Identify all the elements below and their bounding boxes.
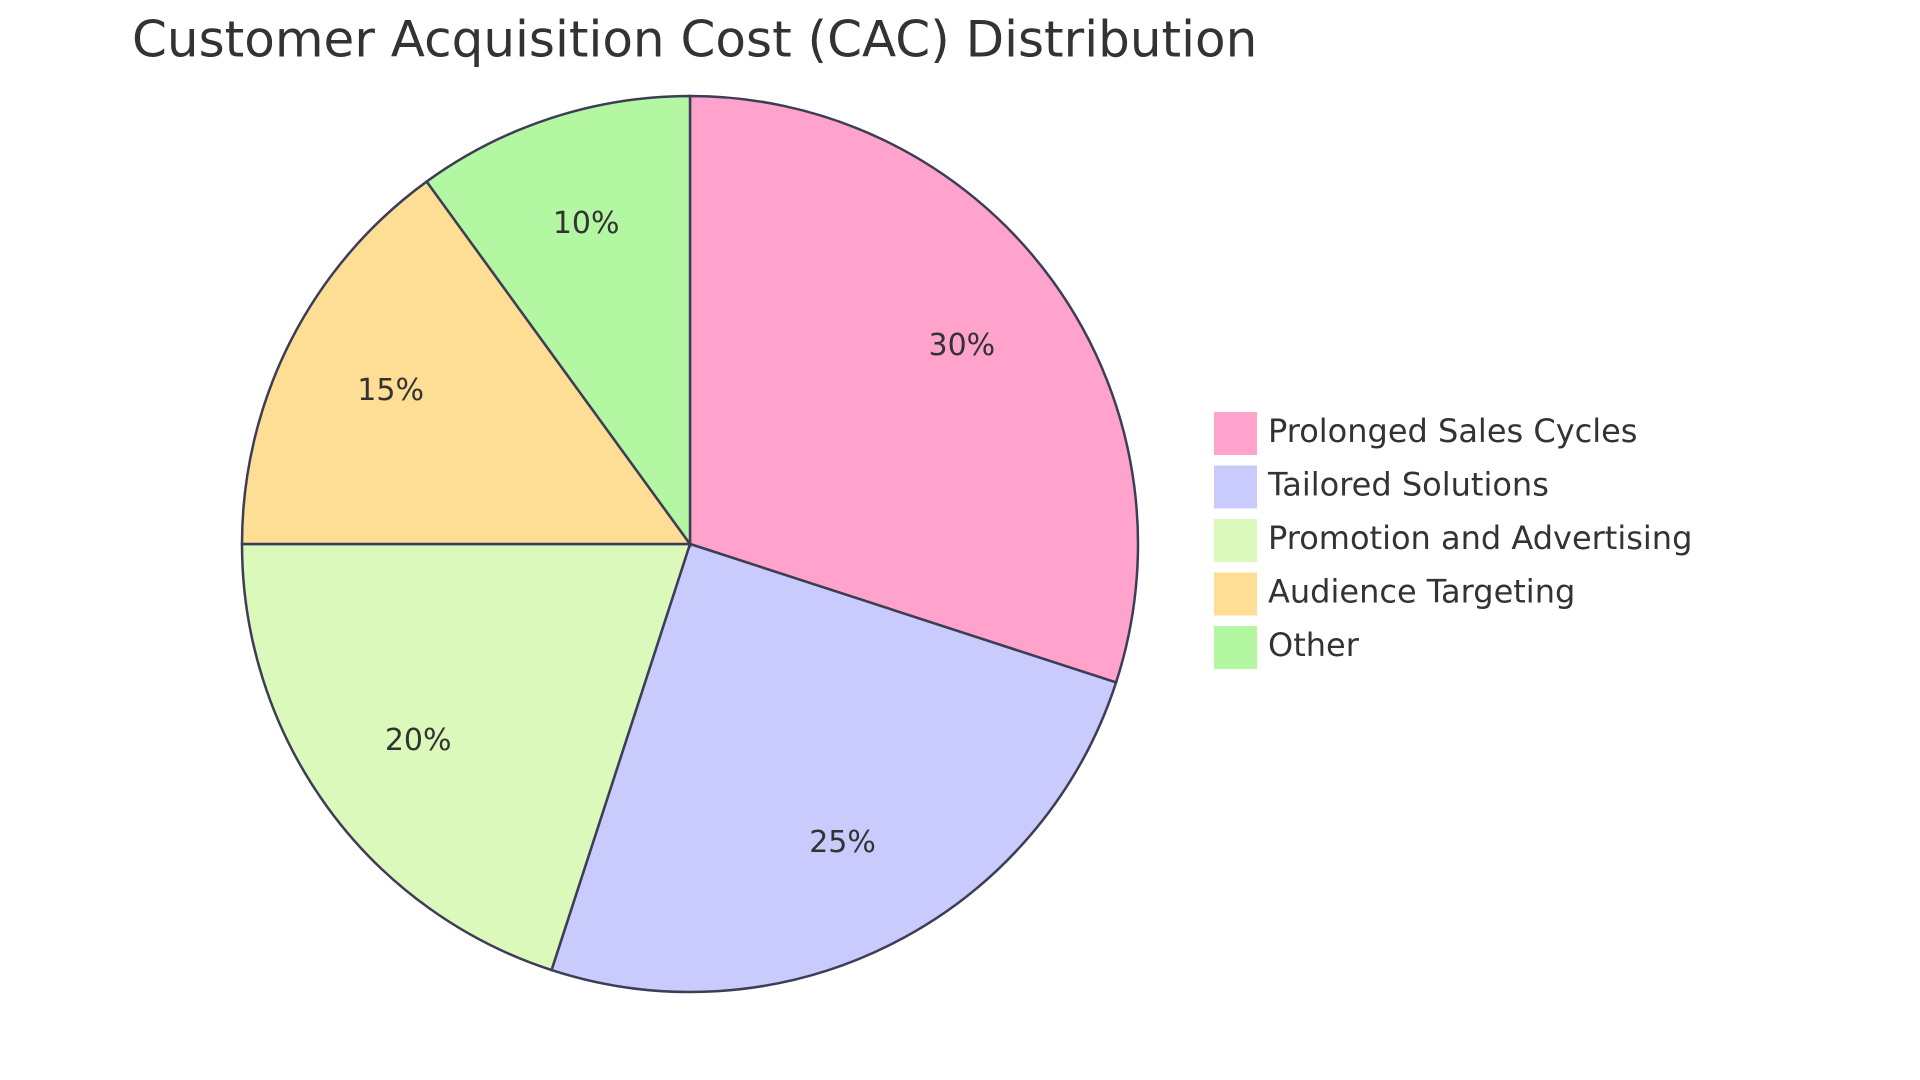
legend-swatch xyxy=(1212,570,1259,618)
slice-label: 10% xyxy=(553,206,620,241)
legend-swatch xyxy=(1212,517,1259,564)
slice-label: 30% xyxy=(928,328,995,363)
pie-slice xyxy=(549,542,1118,994)
slice-label: 15% xyxy=(357,373,424,408)
legend-label: Prolonged Sales Cycles xyxy=(1268,412,1637,450)
legend-swatch xyxy=(1212,463,1259,511)
legend-swatch xyxy=(1212,410,1259,457)
slice-label: 25% xyxy=(809,825,876,860)
legend-label: Other xyxy=(1268,626,1360,664)
pie-slice xyxy=(240,179,693,546)
legend-swatch xyxy=(1212,624,1259,671)
legend-label: Tailored Solutions xyxy=(1267,466,1549,504)
chart-title: Customer Acquisition Cost (CAC) Distribu… xyxy=(132,11,1257,69)
pie-slice xyxy=(424,94,692,548)
legend-label: Audience Targeting xyxy=(1268,573,1575,611)
pie-slice xyxy=(688,94,1140,685)
legend-label: Promotion and Advertising xyxy=(1268,519,1692,557)
slice-label: 20% xyxy=(385,723,452,758)
pie-slice xyxy=(240,542,692,972)
